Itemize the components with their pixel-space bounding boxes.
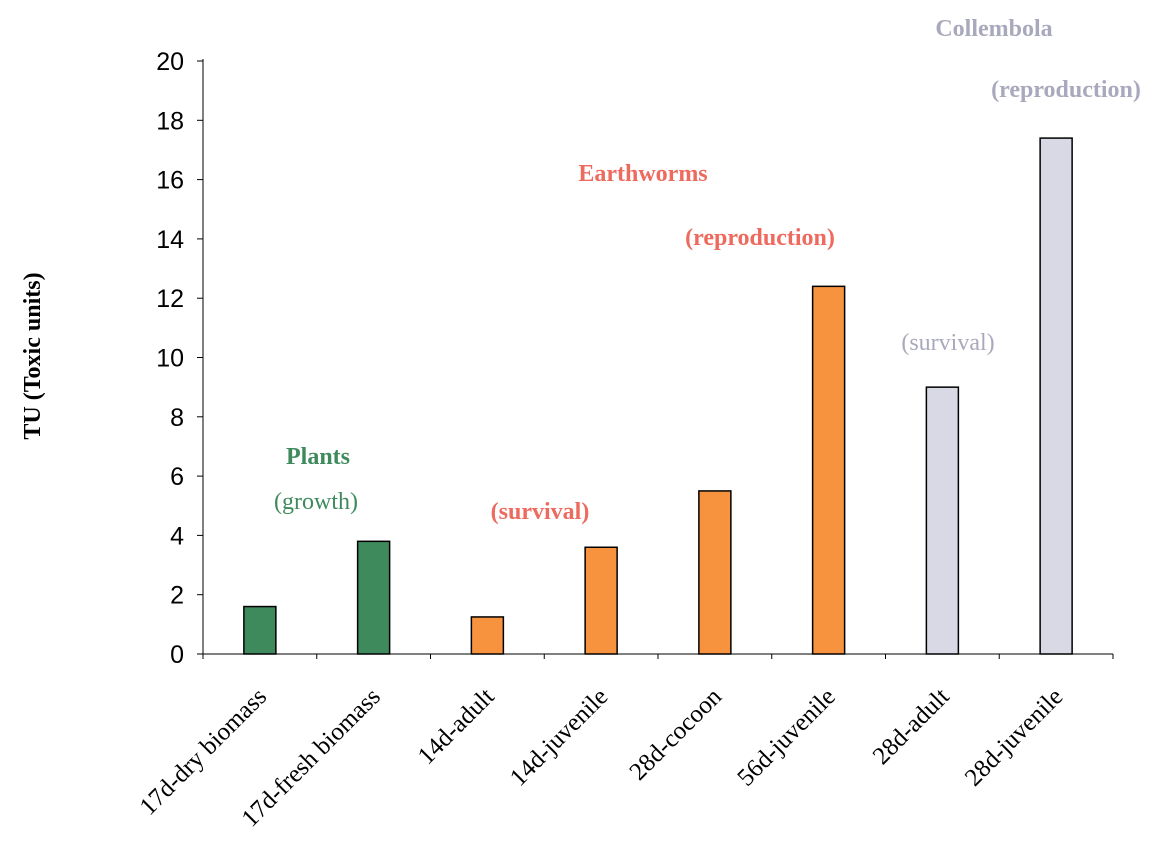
- bar: [356, 540, 391, 655]
- collembola-survival-annotation: (survival): [901, 330, 994, 356]
- earthworms-sub-annotation: (reproduction): [685, 225, 835, 251]
- x-tick-label: 14d-adult: [413, 683, 500, 770]
- y-tick-label: 14: [156, 226, 184, 254]
- y-tick-label: 12: [156, 285, 184, 313]
- x-tick-label: 28d-adult: [868, 683, 955, 770]
- x-tick-label: 28d-juvenile: [960, 683, 1068, 791]
- bar: [1039, 137, 1073, 655]
- bar: [811, 285, 846, 655]
- y-tick-label: 10: [156, 345, 184, 373]
- earthworms-title-annotation: Earthworms: [578, 161, 707, 187]
- plants-sub-annotation: (growth): [274, 489, 358, 515]
- y-axis-label: TU (Toxic units): [20, 272, 46, 439]
- bar: [698, 490, 732, 655]
- y-ticks: 0 2 4 6 8 10 12 14 16 18 20: [156, 48, 203, 669]
- bar: [925, 386, 960, 655]
- bar: [470, 616, 505, 655]
- y-tick-label: 2: [170, 582, 184, 610]
- bar: [243, 605, 277, 655]
- y-tick-label: 6: [170, 463, 184, 491]
- bars: [243, 137, 1073, 655]
- y-tick-label: 0: [170, 641, 184, 669]
- bar: [584, 546, 618, 655]
- axes: [202, 59, 1114, 659]
- earthworms-survival-annotation: (survival): [491, 499, 590, 525]
- y-tick-label: 16: [156, 167, 184, 195]
- plants-title-annotation: Plants: [286, 444, 350, 470]
- y-tick-label: 20: [156, 48, 184, 76]
- y-tick-label: 8: [170, 404, 184, 432]
- collembola-sub-annotation: (reproduction): [991, 77, 1141, 103]
- collembola-title-annotation: Collembola: [935, 16, 1052, 42]
- y-tick-label: 4: [170, 522, 184, 550]
- x-tick-label: 56d-juvenile: [732, 683, 840, 791]
- x-tick-label: 14d-juvenile: [505, 683, 613, 791]
- y-tick-label: 18: [156, 107, 184, 135]
- x-tick-label: 28d-cocoon: [625, 683, 728, 786]
